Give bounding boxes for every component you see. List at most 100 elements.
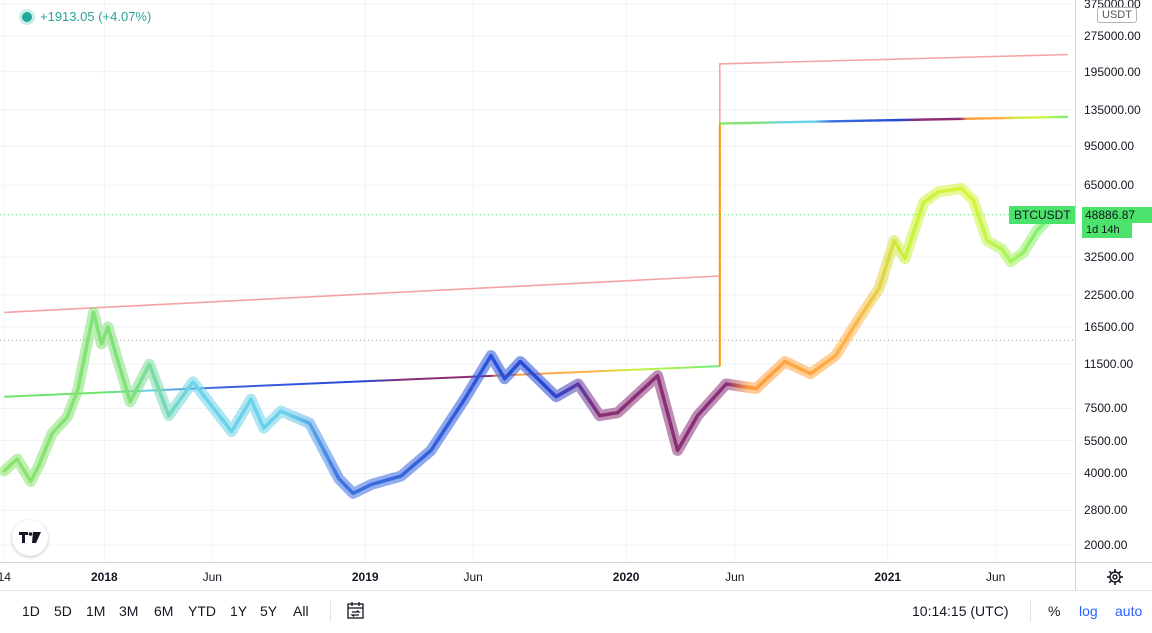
price-point bbox=[985, 239, 989, 243]
log-scale-button[interactable]: log bbox=[1079, 603, 1098, 619]
y-tick-label: 95000.00 bbox=[1084, 138, 1135, 153]
price-point bbox=[808, 372, 812, 376]
y-tick-label: 32500.00 bbox=[1084, 249, 1135, 264]
range-button-all[interactable]: All bbox=[293, 603, 309, 619]
y-tick-label: 275000.00 bbox=[1084, 29, 1141, 44]
y-tick-label: 7500.00 bbox=[1084, 401, 1128, 416]
price-point bbox=[76, 387, 80, 391]
x-tick-label: 2019 bbox=[351, 570, 379, 584]
price-point bbox=[147, 362, 151, 366]
price-point bbox=[1000, 247, 1004, 251]
price-point bbox=[518, 359, 522, 363]
compare-calendar-icon[interactable] bbox=[346, 601, 366, 621]
x-tick-label: 2018 bbox=[90, 570, 118, 584]
currency-badge[interactable]: USDT bbox=[1097, 7, 1137, 23]
price-point bbox=[724, 382, 728, 386]
price-point bbox=[959, 186, 963, 190]
auto-scale-button[interactable]: auto bbox=[1115, 603, 1143, 619]
y-tick-label: 16500.00 bbox=[1084, 319, 1135, 334]
price-chart[interactable] bbox=[0, 0, 1075, 562]
gear-icon[interactable] bbox=[1106, 568, 1124, 586]
range-button-ytd[interactable]: YTD bbox=[188, 603, 216, 619]
price-point bbox=[877, 286, 881, 290]
grid-lines bbox=[0, 0, 1075, 562]
price-point bbox=[50, 431, 54, 435]
price-point bbox=[15, 457, 19, 461]
range-button-1d[interactable]: 1D bbox=[22, 603, 40, 619]
y-tick-label: 195000.00 bbox=[1084, 64, 1141, 79]
price-point bbox=[502, 377, 506, 381]
price-point bbox=[167, 413, 171, 417]
price-point bbox=[462, 397, 466, 401]
price-point bbox=[1009, 260, 1013, 264]
price-point bbox=[833, 353, 837, 357]
price-point bbox=[29, 479, 33, 483]
price-point bbox=[65, 415, 69, 419]
price-change-readout: +1913.05 (+4.07%) bbox=[22, 9, 151, 24]
price-point bbox=[229, 429, 233, 433]
price-series-line bbox=[2, 186, 1055, 496]
last-price-label: 48886.87 bbox=[1082, 207, 1152, 223]
price-axis[interactable]: 375000.00 275000.00 195000.00 135000.00 9500… bbox=[1075, 0, 1152, 562]
price-point bbox=[279, 409, 283, 413]
price-point bbox=[921, 200, 925, 204]
price-point bbox=[783, 359, 787, 363]
bottom-toolbar: 1D 5D 1M 3M 6M YTD 1Y 5Y All 10:14:15 (U… bbox=[0, 590, 1152, 633]
price-point bbox=[128, 400, 132, 404]
price-point bbox=[554, 395, 558, 399]
price-point bbox=[675, 448, 679, 452]
upper-projection-line bbox=[4, 53, 1068, 314]
price-point bbox=[337, 477, 341, 481]
x-tick-label: Jun bbox=[463, 570, 483, 584]
x-tick-label: Jun bbox=[985, 570, 1006, 584]
price-point bbox=[307, 421, 311, 425]
price-point bbox=[655, 374, 659, 378]
price-point bbox=[36, 464, 40, 468]
symbol-tag: BTCUSDT bbox=[1009, 206, 1076, 224]
bar-countdown-label: 1d 14h bbox=[1082, 223, 1132, 238]
y-tick-label: 135000.00 bbox=[1084, 102, 1141, 117]
range-button-1m[interactable]: 1M bbox=[86, 603, 106, 619]
percent-scale-button[interactable]: % bbox=[1048, 603, 1061, 619]
x-tick-label: Jun bbox=[725, 570, 745, 584]
price-point bbox=[2, 469, 6, 473]
x-tick-label: Jun bbox=[202, 570, 222, 584]
y-tick-label: 2000.00 bbox=[1084, 538, 1128, 553]
toolbar-divider bbox=[1030, 600, 1031, 622]
tradingview-logo-icon[interactable] bbox=[12, 520, 48, 556]
price-point bbox=[892, 239, 896, 243]
price-point bbox=[859, 313, 863, 317]
time-axis[interactable]: 14 2018 Jun 2019 Jun 2020 Jun 2021 Jun bbox=[0, 562, 1075, 591]
x-tick-label: 14 bbox=[0, 570, 11, 584]
y-tick-label: 375000.00 bbox=[1084, 0, 1141, 11]
price-series-halo bbox=[0, 182, 1059, 499]
price-change-text: +1913.05 (+4.07%) bbox=[40, 9, 152, 24]
range-button-5y[interactable]: 5Y bbox=[260, 603, 278, 619]
chart-plot-area[interactable]: +1913.05 (+4.07%) BTCUSDT bbox=[0, 0, 1076, 562]
price-point bbox=[99, 342, 103, 346]
y-tick-label: 4000.00 bbox=[1084, 466, 1128, 481]
y-tick-label: 22500.00 bbox=[1084, 287, 1135, 302]
price-point bbox=[598, 413, 602, 417]
toolbar-divider bbox=[330, 600, 331, 622]
lower-projection-line bbox=[4, 365, 720, 398]
utc-clock[interactable]: 10:14:15 (UTC) bbox=[912, 603, 1009, 619]
range-button-5d[interactable]: 5D bbox=[54, 603, 72, 619]
y-tick-label: 65000.00 bbox=[1084, 178, 1135, 193]
range-button-1y[interactable]: 1Y bbox=[230, 603, 248, 619]
price-point bbox=[351, 491, 355, 495]
price-point bbox=[191, 380, 195, 384]
price-point bbox=[1035, 228, 1039, 232]
price-point bbox=[1021, 250, 1025, 254]
y-tick-label: 11500.00 bbox=[1084, 357, 1134, 372]
price-point bbox=[399, 474, 403, 478]
y-tick-label: 2800.00 bbox=[1084, 503, 1128, 518]
price-point bbox=[429, 448, 433, 452]
chart-settings-button[interactable] bbox=[1075, 562, 1152, 591]
price-point bbox=[576, 382, 580, 386]
price-point bbox=[262, 426, 266, 430]
price-point bbox=[903, 256, 907, 260]
range-button-3m[interactable]: 3M bbox=[119, 603, 139, 619]
range-button-6m[interactable]: 6M bbox=[154, 603, 174, 619]
price-point bbox=[106, 325, 110, 329]
